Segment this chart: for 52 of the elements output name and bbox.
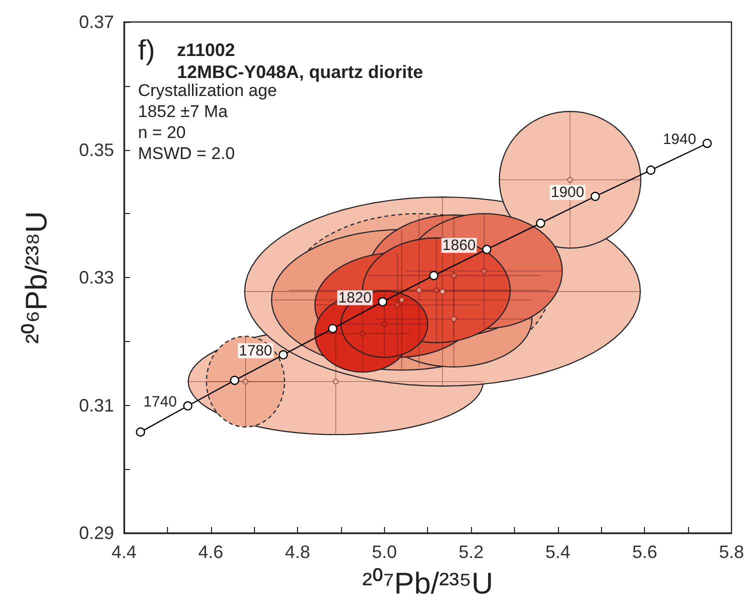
y-tick-label: 0.33 xyxy=(78,268,114,288)
y-tick-label: 0.29 xyxy=(78,523,114,543)
point xyxy=(332,378,339,384)
point xyxy=(590,192,600,201)
annotation: MSWD = 2.0 xyxy=(138,144,235,163)
annotation: Crystallization age xyxy=(138,81,277,100)
y-tick-label: 0.35 xyxy=(78,140,114,160)
annotation: 1820 xyxy=(338,289,372,306)
point xyxy=(382,321,388,327)
x-axis-title: ²⁰⁷Pb/²³⁵U xyxy=(362,568,494,600)
point xyxy=(440,288,446,294)
x-tick-label: 4.8 xyxy=(285,542,310,562)
x-tick-label: 5.2 xyxy=(458,542,484,562)
point xyxy=(434,287,440,294)
x-tick-label: 4.6 xyxy=(198,542,224,562)
x-tick-label: 5.6 xyxy=(632,542,658,562)
point xyxy=(242,378,248,384)
annotation: 1940 xyxy=(662,130,696,148)
point xyxy=(450,272,457,278)
text: 12MBC-Y048A, quartz diorite xyxy=(177,62,424,82)
point xyxy=(394,302,400,308)
annotation: 1740 xyxy=(143,393,177,410)
point xyxy=(536,218,546,228)
y-axis-title: ²⁰⁶Pb/²³⁸U xyxy=(20,211,54,344)
point xyxy=(481,268,487,274)
annotation: n = 20 xyxy=(138,123,186,142)
point xyxy=(646,166,656,175)
point xyxy=(136,427,146,437)
x-tick-label: 4.4 xyxy=(111,542,137,562)
point xyxy=(416,287,422,294)
point xyxy=(328,324,338,334)
text: z11002 xyxy=(177,40,236,60)
annotation: 1900 xyxy=(550,184,584,201)
annotation: 1852 ±7 Ma xyxy=(138,102,228,121)
y-tick-label: 0.37 xyxy=(78,12,114,32)
annotation: 1780 xyxy=(238,342,272,360)
point xyxy=(702,138,712,148)
y-tick-label: 0.31 xyxy=(78,395,114,416)
x-tick-label: 5.4 xyxy=(545,542,570,562)
x-tick-label: 5.0 xyxy=(372,542,397,562)
point xyxy=(482,244,492,254)
x-tick-label: 5.8 xyxy=(718,542,744,562)
point xyxy=(398,297,405,303)
point xyxy=(183,401,192,410)
annotation: 1860 xyxy=(442,236,476,254)
point xyxy=(278,350,288,360)
annotation: f) xyxy=(138,34,156,66)
point xyxy=(360,330,366,337)
point xyxy=(429,270,438,280)
point xyxy=(450,316,457,322)
point xyxy=(230,376,240,385)
point xyxy=(378,297,388,306)
